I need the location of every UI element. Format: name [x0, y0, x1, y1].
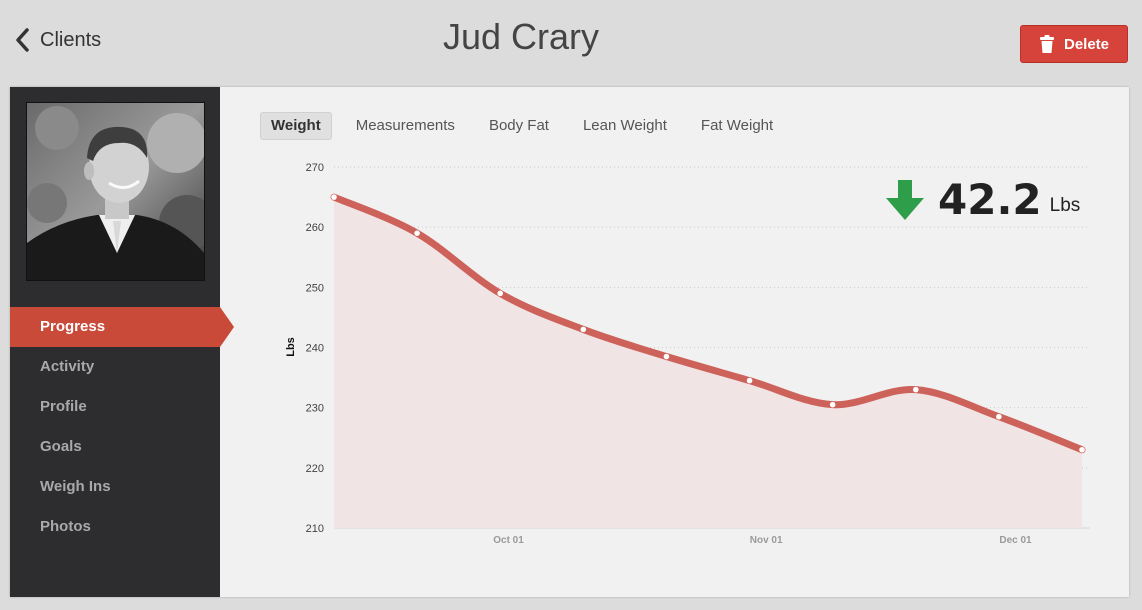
- tab-lean-weight[interactable]: Lean Weight: [582, 117, 667, 134]
- data-point: [663, 353, 670, 360]
- x-tick-label: Nov 01: [750, 535, 783, 546]
- y-tick-label: 240: [306, 343, 324, 355]
- back-label: Clients: [40, 28, 102, 51]
- y-tick-label: 270: [306, 162, 324, 174]
- chevron-left-icon: [16, 28, 29, 52]
- weight-change-unit: Lbs: [1049, 194, 1081, 216]
- sidebar-item-photos[interactable]: Photos: [40, 518, 91, 535]
- data-point: [996, 413, 1002, 420]
- arrow-down-icon: [886, 179, 924, 220]
- top-bar: Clients Jud Crary Delete: [0, 0, 1142, 86]
- trash-icon: [1039, 35, 1054, 53]
- tab-body-fat[interactable]: Body Fat: [488, 117, 549, 134]
- y-tick-label: 260: [306, 222, 324, 234]
- delete-button[interactable]: Delete: [1020, 25, 1128, 63]
- data-point: [912, 386, 919, 393]
- client-photo: [27, 103, 204, 280]
- metric-tabs: Weight Measurements Body Fat Lean Weight…: [260, 112, 797, 140]
- data-point: [746, 377, 753, 384]
- x-tick-label: Dec 01: [999, 535, 1032, 546]
- weight-line: [330, 193, 1086, 454]
- data-point: [414, 230, 420, 236]
- weight-change-value: 42.2: [938, 175, 1042, 224]
- data-point: [580, 326, 587, 333]
- y-tick-label: 210: [306, 523, 324, 535]
- y-tick-label: 250: [306, 282, 324, 294]
- tab-measurements[interactable]: Measurements: [355, 117, 455, 134]
- tab-fat-weight[interactable]: Fat Weight: [700, 117, 774, 134]
- page-title: Jud Crary: [442, 16, 600, 57]
- tab-weight[interactable]: Weight: [260, 112, 332, 140]
- client-panel: Progress Activity Profile Goals Weigh In…: [10, 87, 1129, 597]
- weight-change-summary: 42.2 Lbs: [886, 175, 1080, 224]
- data-point: [829, 401, 836, 408]
- sidebar-item-progress[interactable]: Progress: [10, 307, 234, 347]
- sidebar-nav: Progress Activity Profile Goals Weigh In…: [10, 307, 235, 547]
- progress-content: Weight Measurements Body Fat Lean Weight…: [220, 87, 1129, 597]
- sidebar-item-activity[interactable]: Activity: [40, 358, 95, 375]
- delete-label: Delete: [1063, 35, 1110, 53]
- x-tick-label: Oct 01: [493, 535, 524, 546]
- y-tick-label: 230: [306, 403, 324, 415]
- back-to-clients-link[interactable]: Clients: [14, 24, 101, 56]
- y-tick-label: 220: [306, 463, 324, 475]
- data-point: [1079, 446, 1085, 453]
- weight-chart: 210 220 230 240 250 260 270 Lbs Oct 01 Nov 01 Dec …: [285, 162, 1090, 546]
- data-point: [497, 290, 504, 297]
- sidebar-item-goals[interactable]: Goals: [40, 438, 82, 455]
- avatar: [26, 102, 205, 281]
- y-axis-label: Lbs: [285, 337, 297, 357]
- sidebar-item-weigh-ins[interactable]: Weigh Ins: [40, 478, 111, 495]
- sidebar-item-profile[interactable]: Profile: [40, 398, 87, 415]
- sidebar: Progress Activity Profile Goals Weigh In…: [10, 87, 234, 597]
- weight-area-fill: [334, 197, 1082, 529]
- data-point: [331, 194, 337, 200]
